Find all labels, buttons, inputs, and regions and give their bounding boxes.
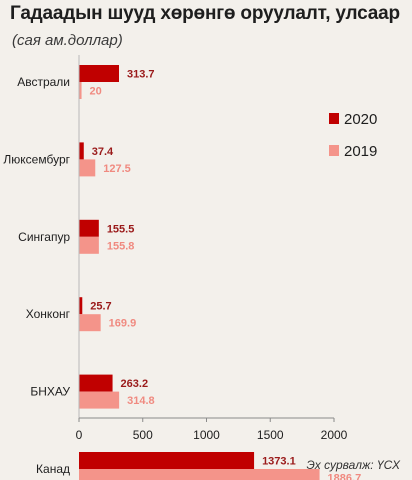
bar-2020-2 [79, 219, 99, 237]
category-label: Сингапур [18, 230, 70, 244]
bar-2019-2 [79, 236, 99, 254]
bars-group [79, 65, 320, 480]
value-label: 169.9 [109, 318, 137, 330]
category-labels: Австрали Люксембург Сингапур Хонконг БНХАУ Ка… [3, 75, 70, 476]
value-label: 155.8 [107, 240, 135, 252]
bar-2019-0 [79, 82, 82, 99]
bar-2020-0 [79, 65, 119, 82]
x-axis: 0 500 1000 1500 2000 [76, 55, 348, 442]
value-label: 155.5 [107, 223, 135, 235]
bar-2020-3 [79, 297, 83, 315]
source-note: Эх сурвалж: ҮСХ [306, 458, 400, 472]
legend-swatch [329, 145, 339, 156]
bar-2020-1 [79, 142, 84, 160]
legend: 2020 2019 [329, 111, 377, 160]
category-label: Люксембург [3, 152, 70, 166]
bar-2019-1 [79, 159, 96, 177]
category-label: Хонконг [26, 307, 71, 321]
category-label: Канад [36, 462, 70, 476]
value-label: 127.5 [103, 163, 131, 175]
chart-subtitle: (сая ам.доллар) [12, 32, 123, 49]
legend-label: 2019 [344, 143, 377, 160]
bar-2020-4 [79, 374, 113, 392]
x-tick-label: 2000 [321, 428, 348, 442]
category-label: Австрали [17, 75, 70, 89]
chart-title: Гадаадын шууд хөрөнгө оруулалт, улсаар [10, 3, 400, 24]
legend-swatch [329, 113, 339, 124]
bar-2020-5 [79, 452, 255, 469]
legend-label: 2020 [344, 111, 377, 128]
bar-2019-4 [79, 391, 120, 409]
value-label: 313.7 [127, 69, 155, 81]
value-label: 314.8 [127, 395, 155, 407]
value-label: 25.7 [90, 301, 111, 313]
value-label: 37.4 [92, 146, 114, 158]
value-label: 263.2 [121, 378, 149, 390]
x-tick-label: 1500 [257, 428, 284, 442]
x-tick-label: 500 [133, 428, 153, 442]
value-label: 20 [90, 86, 102, 98]
bar-2019-5 [79, 469, 320, 480]
value-label: 1373.1 [262, 456, 296, 468]
x-tick-label: 0 [76, 428, 83, 442]
x-tick-label: 1000 [193, 428, 220, 442]
value-label: 1886.7 [328, 473, 362, 480]
value-labels: 313.7 20 37.4 127.5 155.5 155.8 25.7 169.9 263.2… [90, 69, 362, 480]
bar-2019-3 [79, 314, 101, 332]
category-label: БНХАУ [30, 385, 70, 399]
